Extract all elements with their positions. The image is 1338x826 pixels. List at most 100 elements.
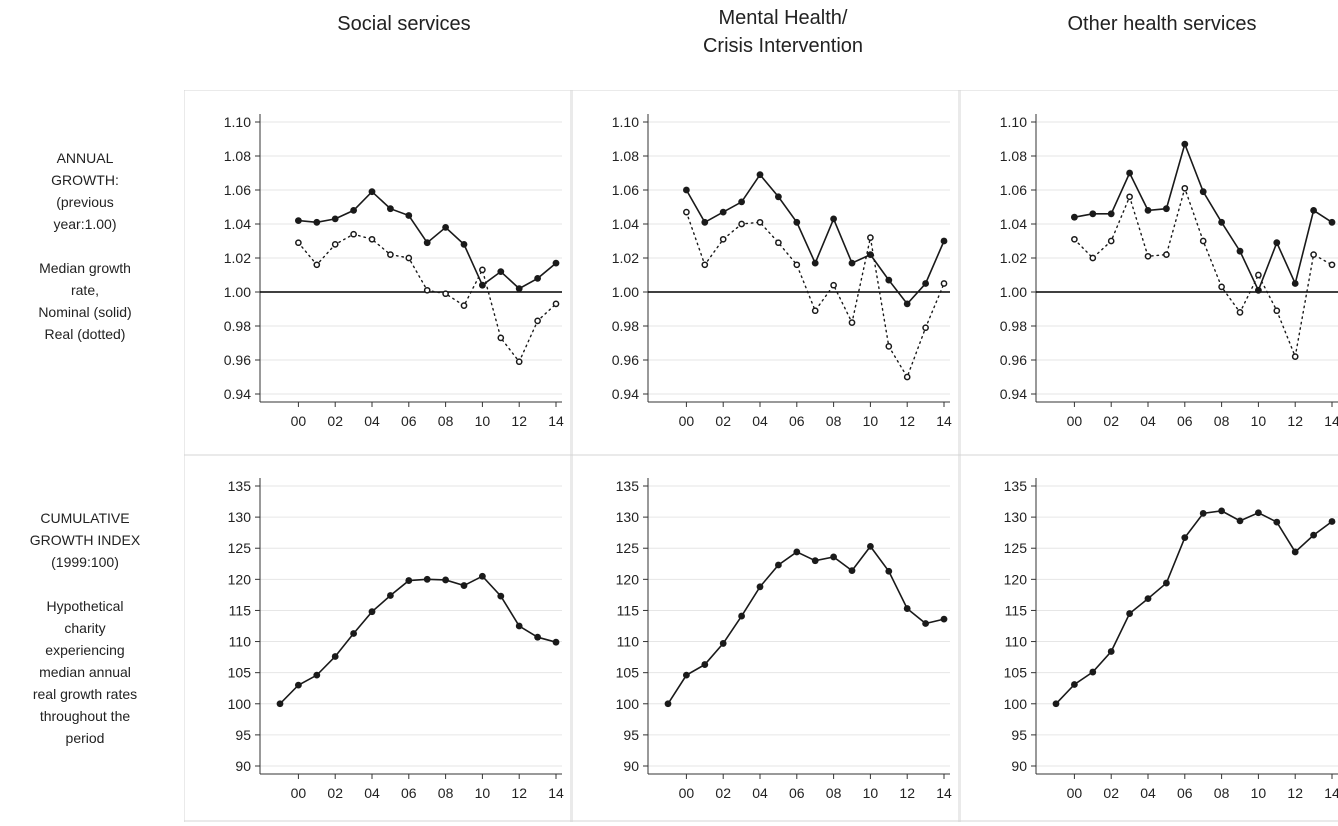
data-point-real [313,261,321,269]
x-tick-label: 08 [826,413,842,429]
y-tick-label: 105 [616,665,640,681]
data-point-nominal [867,251,874,258]
data-point-nominal [664,700,672,708]
data-point-nominal [830,553,837,561]
data-point-nominal [442,224,449,231]
x-tick-label: 12 [1287,785,1303,801]
x-tick-label: 10 [475,785,491,801]
x-tick-label: 12 [899,785,915,801]
y-tick-label: 1.10 [1000,114,1027,130]
data-point-real [940,280,948,287]
y-tick-label: 1.00 [612,284,639,300]
data-point-real [479,266,486,274]
x-tick-label: 04 [752,785,768,801]
data-point-real [1144,252,1152,260]
data-point-nominal [515,622,523,630]
data-point-nominal [295,681,302,689]
data-point-real [1218,283,1225,291]
data-point-nominal [793,548,801,556]
x-tick-label: 04 [364,413,380,429]
data-point-nominal [940,237,948,245]
data-point-nominal [1107,210,1115,218]
data-point-real [1126,193,1133,201]
data-point-real [515,358,523,366]
data-point-real [756,218,764,226]
x-tick-label: 02 [327,413,343,429]
x-tick-label: 06 [789,413,805,429]
x-tick-label: 00 [291,785,307,801]
x-tick-label: 02 [1103,785,1119,801]
data-point-nominal [1071,213,1078,221]
data-point-nominal [756,171,764,179]
data-point-real [368,235,376,243]
x-tick-label: 04 [1140,413,1156,429]
x-tick-label: 04 [364,785,380,801]
y-tick-label: 1.08 [1000,148,1027,164]
x-tick-label: 00 [679,785,695,801]
y-tick-label: 1.10 [224,114,251,130]
data-point-nominal [940,615,948,623]
data-point-real [331,241,339,248]
y-tick-label: 135 [1004,478,1028,494]
x-tick-label: 02 [327,785,343,801]
y-tick-label: 1.04 [612,216,639,232]
data-point-real [811,307,819,315]
x-tick-label: 00 [1067,785,1083,801]
data-point-nominal [534,633,541,641]
data-point-real [738,220,745,228]
data-point-nominal [313,671,321,679]
data-point-nominal [460,582,468,589]
x-tick-label: 04 [752,413,768,429]
y-tick-label: 1.02 [612,250,639,266]
y-tick-label: 110 [617,634,640,650]
data-point-nominal [811,259,819,267]
y-tick-label: 115 [617,602,640,618]
data-point-nominal [719,640,727,647]
x-tick-label: 08 [1214,413,1230,429]
chart-cumulative-social: 135 130 125 120 115 110 105 100 95 90 00 02 04 06 08 10… [184,456,572,822]
y-tick-label: 120 [616,571,640,587]
y-tick-label: 135 [228,478,252,494]
data-point-nominal [1144,207,1152,214]
data-point-real [1181,184,1189,192]
data-point-nominal [442,576,449,584]
data-point-nominal [1273,518,1281,526]
data-point-nominal [387,592,394,599]
x-tick-label: 06 [401,413,417,429]
y-tick-label: 0.98 [612,318,639,334]
data-point-nominal [701,661,709,668]
x-tick-label: 04 [1140,785,1156,801]
data-point-nominal [1310,531,1317,539]
panel-cumulative-other-health: 135 130 125 120 115 110 105 100 95 90 00 02 04 06 08 10… [960,456,1338,822]
y-tick-label: 130 [616,509,640,525]
data-point-real [885,343,893,350]
data-point-real [922,324,929,332]
data-point-nominal [738,198,745,206]
x-tick-label: 06 [1177,785,1193,801]
data-point-nominal [1126,169,1133,177]
y-tick-label: 0.96 [1000,352,1027,368]
data-point-nominal [497,592,505,600]
data-point-nominal [848,259,856,267]
data-point-real [719,235,727,243]
x-tick-label: 00 [1067,413,1083,429]
data-point-real [867,234,874,241]
data-point-nominal [276,700,284,708]
x-tick-label: 14 [548,785,564,801]
data-point-nominal [1071,681,1078,688]
x-tick-label: 12 [899,413,915,429]
data-point-real [295,239,302,247]
data-point-nominal [701,218,709,226]
y-tick-label: 105 [1004,665,1028,681]
y-tick-label: 1.04 [1000,216,1027,232]
data-point-nominal [848,567,856,575]
data-point-real [903,373,911,381]
data-point-nominal [885,567,893,575]
data-point-real [1273,307,1281,315]
data-point-nominal [515,285,523,292]
y-tick-label: 115 [229,602,252,618]
data-point-nominal [793,218,801,226]
data-point-nominal [1126,610,1133,617]
chart-cumulative-other-health: 135 130 125 120 115 110 105 100 95 90 00 02 04 06 08 10… [960,456,1338,822]
y-tick-label: 100 [1004,696,1028,712]
